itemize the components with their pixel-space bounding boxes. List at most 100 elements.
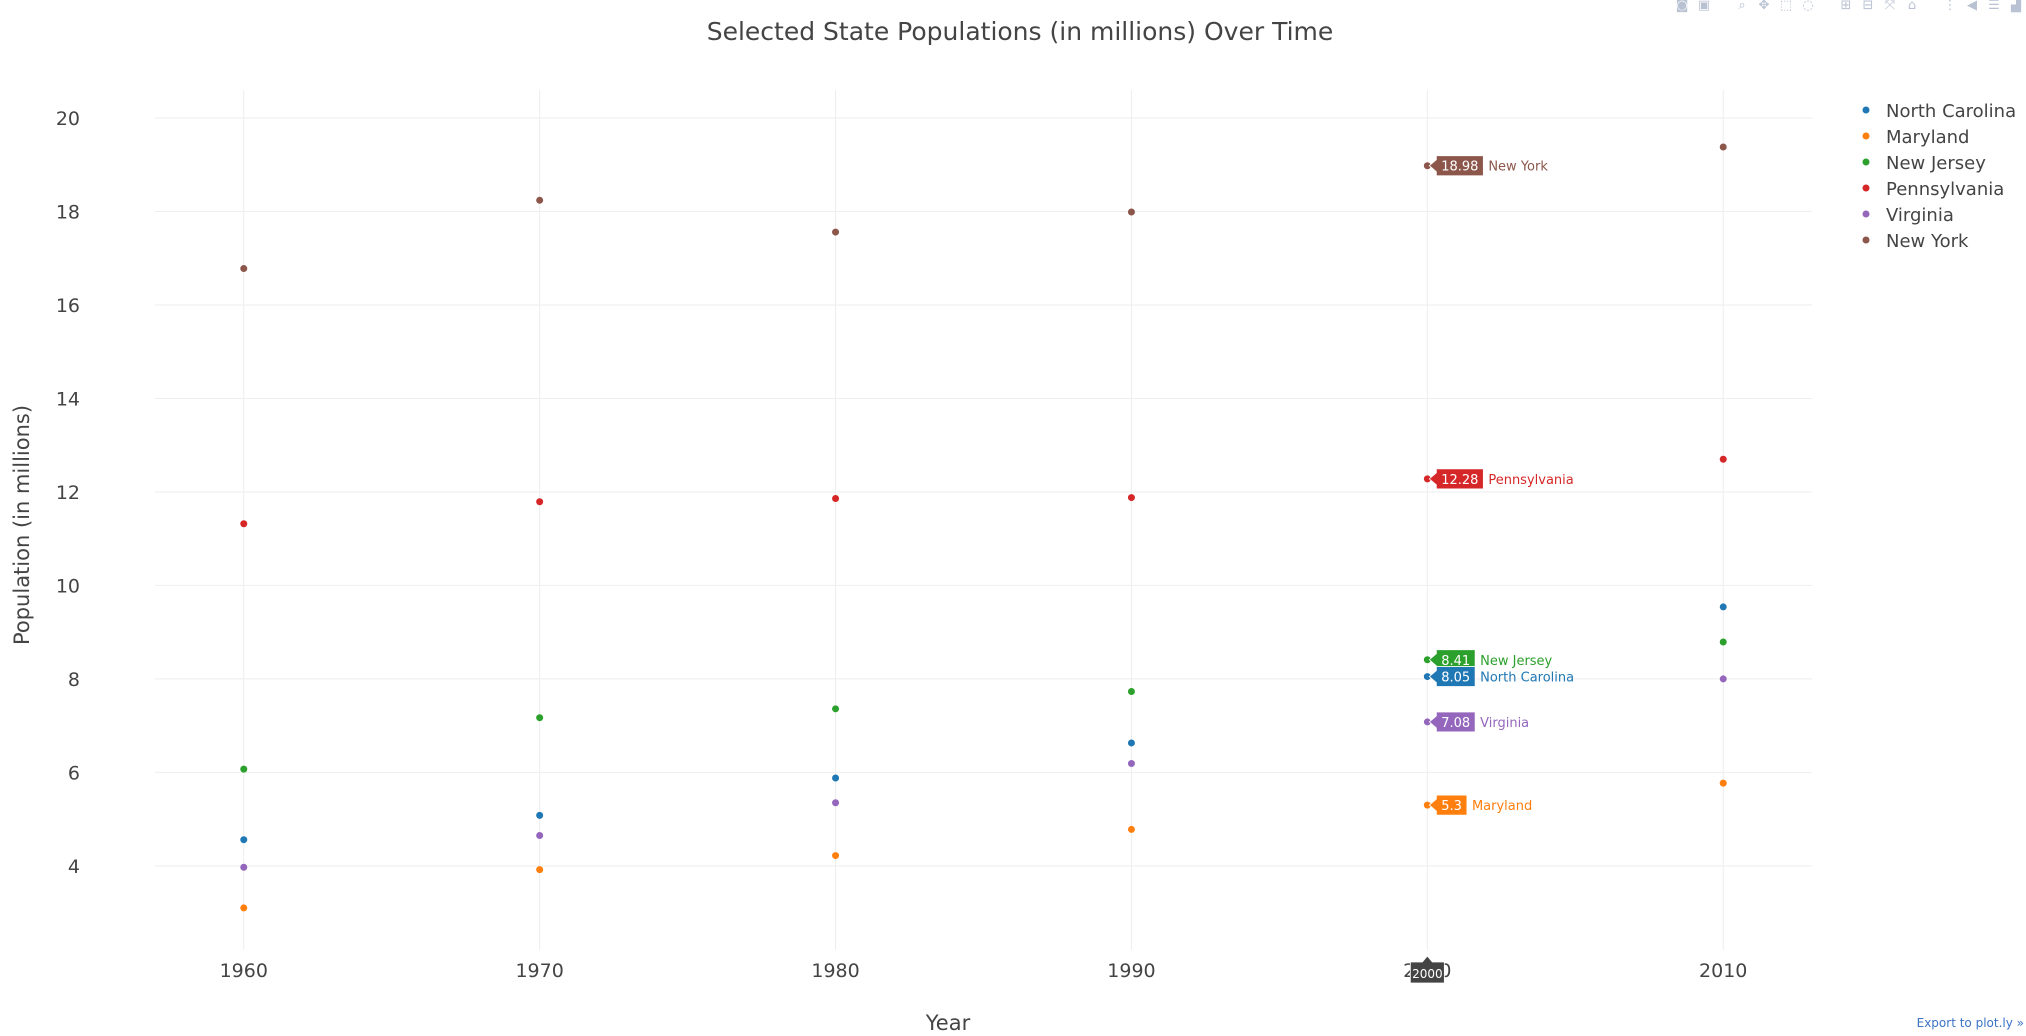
data-point[interactable] <box>240 863 248 871</box>
data-point[interactable] <box>832 852 840 860</box>
data-point[interactable] <box>536 714 544 722</box>
hover-series-name: North Carolina <box>1480 671 1574 686</box>
zoom-icon[interactable]: ⌕ <box>1738 0 1746 13</box>
spike-lines-icon[interactable]: ⋮ <box>1943 0 1957 13</box>
hover-series-name: New York <box>1488 160 1548 175</box>
legend-item[interactable]: New York <box>1862 231 1970 252</box>
legend-item[interactable]: Virginia <box>1862 205 1954 226</box>
data-point[interactable] <box>1719 675 1727 683</box>
camera-icon[interactable]: ◙ <box>1675 0 1689 13</box>
data-point[interactable] <box>240 265 248 273</box>
modebar-toolbar: ◙ ▣ ⌕ ✥ ⬚ ◌ ⊞ ⊟ ⤧ ⌂ ⋮ ◀ ☰ ▟ <box>1654 0 2026 12</box>
hover-label-box <box>1428 794 1468 816</box>
hover-label-box <box>1428 468 1484 490</box>
hover-label: 5.3 Maryland <box>1428 794 1532 816</box>
x-tick-label: 1990 <box>1107 960 1155 982</box>
zoom-in-icon[interactable]: ⊞ <box>1840 0 1852 13</box>
y-axis-title: Population (in millions) <box>10 405 34 645</box>
data-point[interactable] <box>832 495 840 502</box>
data-point[interactable] <box>240 765 248 773</box>
data-point[interactable] <box>240 520 248 528</box>
data-point[interactable] <box>1719 779 1727 787</box>
data-point[interactable] <box>832 228 840 236</box>
hover-labels: 18.98 New York 12.28 Pennsylvania 8.41 New Je… <box>1409 155 1574 984</box>
data-point[interactable] <box>1423 801 1431 809</box>
export-link[interactable]: Export to plot.ly » <box>1916 1016 2024 1030</box>
legend-item[interactable]: North Carolina <box>1862 101 2017 122</box>
hover-label: 12.28 Pennsylvania <box>1428 468 1574 490</box>
x-tick-label: 1980 <box>811 960 859 982</box>
data-point[interactable] <box>832 799 840 807</box>
data-point[interactable] <box>1719 603 1727 611</box>
legend-item[interactable]: Pennsylvania <box>1862 179 2005 200</box>
data-point[interactable] <box>1423 475 1431 483</box>
y-tick-label: 14 <box>56 388 80 410</box>
lasso-icon[interactable]: ◌ <box>1802 0 1814 13</box>
x-tick-label: 2010 <box>1699 960 1747 982</box>
data-point[interactable] <box>1719 455 1727 463</box>
legend-marker <box>1862 236 1870 244</box>
hover-series-name: Pennsylvania <box>1488 473 1573 488</box>
data-point[interactable] <box>536 866 544 874</box>
data-point[interactable] <box>1127 825 1135 833</box>
data-points[interactable] <box>240 143 1727 912</box>
data-point[interactable] <box>1423 162 1431 170</box>
legend-item[interactable]: Maryland <box>1862 127 1970 148</box>
data-point[interactable] <box>536 811 544 819</box>
legend-label: Maryland <box>1886 127 1969 148</box>
y-tick-label: 20 <box>56 108 80 130</box>
data-point[interactable] <box>1719 143 1727 151</box>
x-axis-title: Year <box>925 1011 971 1035</box>
grid <box>155 90 1812 950</box>
data-point[interactable] <box>536 196 544 204</box>
legend-marker <box>1862 158 1870 166</box>
hover-label-box <box>1428 666 1476 687</box>
data-point[interactable] <box>1127 760 1135 768</box>
legend-label: North Carolina <box>1886 101 2016 122</box>
legend-item[interactable]: New Jersey <box>1862 153 1987 174</box>
hover-series-name: New Jersey <box>1480 654 1552 669</box>
data-point[interactable] <box>832 774 840 782</box>
data-point[interactable] <box>1423 656 1431 664</box>
data-point[interactable] <box>1127 494 1135 502</box>
home-icon[interactable]: ⌂ <box>1907 0 1917 13</box>
legend-label: Pennsylvania <box>1886 179 2004 200</box>
data-point[interactable] <box>1423 673 1431 681</box>
hover-value: 12.28 <box>1441 473 1478 488</box>
plotly-logo-icon[interactable]: ▟ <box>2011 0 2021 13</box>
data-point[interactable] <box>240 904 248 912</box>
hover-label: 8.41 New Jersey <box>1428 649 1553 671</box>
legend-marker <box>1862 210 1870 218</box>
autoscale-icon[interactable]: ⤧ <box>1884 0 1896 13</box>
y-tick-label: 12 <box>56 482 80 504</box>
legend[interactable]: North Carolina Maryland New Jersey Pennsylv… <box>1862 101 2017 252</box>
zoom-out-icon[interactable]: ⊟ <box>1862 0 1874 13</box>
data-point[interactable] <box>536 831 544 839</box>
hover-x-box <box>1409 955 1445 984</box>
data-point[interactable] <box>1127 208 1135 216</box>
y-tick-label: 10 <box>56 575 80 597</box>
data-point[interactable] <box>240 836 248 844</box>
hover-x-label: 2000 <box>1409 955 1445 984</box>
save-icon[interactable]: ▣ <box>1697 0 1711 13</box>
hover-closest-icon[interactable]: ◀ <box>1967 0 1977 13</box>
hover-label-box <box>1428 711 1476 733</box>
legend-marker <box>1862 106 1870 114</box>
hover-compare-icon[interactable]: ☰ <box>1988 0 2000 13</box>
data-point[interactable] <box>1423 718 1431 726</box>
pan-icon[interactable]: ✥ <box>1758 0 1770 13</box>
data-point[interactable] <box>536 498 544 506</box>
data-point[interactable] <box>832 705 840 713</box>
hover-value: 5.3 <box>1441 799 1462 814</box>
hover-x-value: 2000 <box>1412 967 1443 981</box>
data-point[interactable] <box>1127 688 1135 696</box>
hover-label: 18.98 New York <box>1428 155 1548 177</box>
data-point[interactable] <box>1127 739 1135 747</box>
x-axis-ticks: 1960 1970 1980 1990 2000 2010 <box>220 960 1748 982</box>
box-select-icon[interactable]: ⬚ <box>1779 0 1793 13</box>
hover-label: 7.08 Virginia <box>1428 711 1529 733</box>
hover-value: 8.05 <box>1441 671 1470 686</box>
data-point[interactable] <box>1719 638 1727 646</box>
hover-value: 8.41 <box>1441 654 1470 669</box>
